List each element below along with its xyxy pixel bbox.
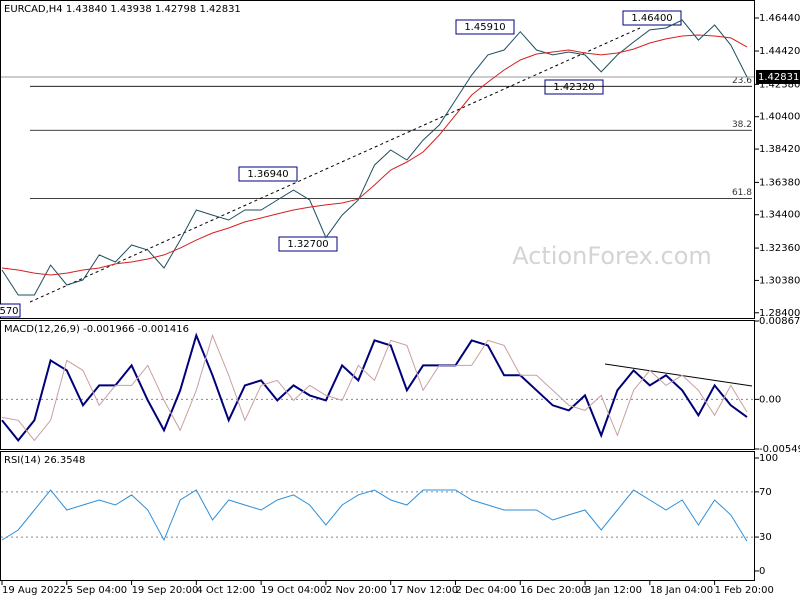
rsi-title: RSI(14) 26.3548 <box>4 455 85 466</box>
fib-label: 38.2 <box>732 120 752 130</box>
annotation-6: 570 <box>0 303 21 318</box>
x-tick-label: 16 Dec 20:00 <box>520 585 587 596</box>
annotation-3: 1.42320 <box>544 79 604 95</box>
x-tick-label: 19 Aug 2022 <box>2 585 66 596</box>
annotation-5: 1.32700 <box>278 236 338 252</box>
y-tick-label: 1.36380 <box>759 177 800 188</box>
x-tick-label: 18 Jan 04:00 <box>650 585 713 596</box>
y-tick-label: 30 <box>759 532 772 543</box>
current-price-label: 1.42831 <box>758 72 799 83</box>
x-tick-label: 5 Sep 04:00 <box>67 585 127 596</box>
annotation-text: 1.46400 <box>631 13 672 24</box>
series-line <box>1 34 748 276</box>
annotation-text: 1.45910 <box>464 22 505 33</box>
x-tick-label: 1 Feb 20:00 <box>715 585 774 596</box>
series-line <box>1 19 748 296</box>
macd-trend-line <box>604 363 753 387</box>
fib-label: 23.6 <box>732 76 752 86</box>
annotation-text: 1.36940 <box>247 169 288 180</box>
macd-frame <box>0 320 755 450</box>
y-tick-label: 1.40400 <box>759 112 800 123</box>
series-line <box>1 489 748 542</box>
y-tick-label: 1.30380 <box>759 275 800 286</box>
y-tick-label: 0 <box>759 566 765 577</box>
current-price-box <box>756 69 800 84</box>
series-line <box>1 333 748 442</box>
price-title: EURCAD,H4 1.43840 1.43938 1.42798 1.4283… <box>4 4 241 15</box>
y-tick-label: 1.42380 <box>759 79 800 90</box>
x-tick-label: 4 Oct 12:00 <box>196 585 255 596</box>
annotation-2: 1.46400 <box>622 10 682 26</box>
price-frame <box>0 0 755 319</box>
y-tick-label: 0.00 <box>759 394 781 405</box>
y-tick-label: 70 <box>759 487 772 498</box>
y-tick-label: 1.46440 <box>759 13 800 24</box>
fib-label: 61.8 <box>732 188 752 198</box>
annotation-4: 1.36940 <box>238 166 298 182</box>
x-tick-label: 19 Oct 04:00 <box>261 585 326 596</box>
annotation-text: 570 <box>0 306 19 317</box>
x-tick-label: 3 Jan 12:00 <box>585 585 642 596</box>
annotation-text: 1.32700 <box>287 239 328 250</box>
y-tick-label: 1.34400 <box>759 210 800 221</box>
x-tick-label: 17 Nov 12:00 <box>391 585 458 596</box>
x-tick-label: 2 Nov 20:00 <box>326 585 387 596</box>
y-tick-label: -0.005497 <box>759 444 800 455</box>
annotation-text: 1.42320 <box>553 82 594 93</box>
watermark: ActionForex.com <box>512 242 712 270</box>
y-tick-label: 1.38420 <box>759 144 800 155</box>
series-line <box>1 332 748 442</box>
y-tick-label: 1.28400 <box>759 308 800 319</box>
annotation-1: 1.45910 <box>455 19 515 35</box>
x-tick-label: 2 Dec 04:00 <box>455 585 516 596</box>
x-tick-label: 19 Sep 20:00 <box>132 585 199 596</box>
y-tick-label: 100 <box>759 453 778 464</box>
y-tick-label: 1.44420 <box>759 46 800 57</box>
y-tick-label: 0.008678 <box>759 316 800 327</box>
y-tick-label: 1.32360 <box>759 243 800 254</box>
macd-title: MACD(12,26,9) -0.001966 -0.001416 <box>4 324 189 335</box>
rsi-frame <box>0 451 755 581</box>
